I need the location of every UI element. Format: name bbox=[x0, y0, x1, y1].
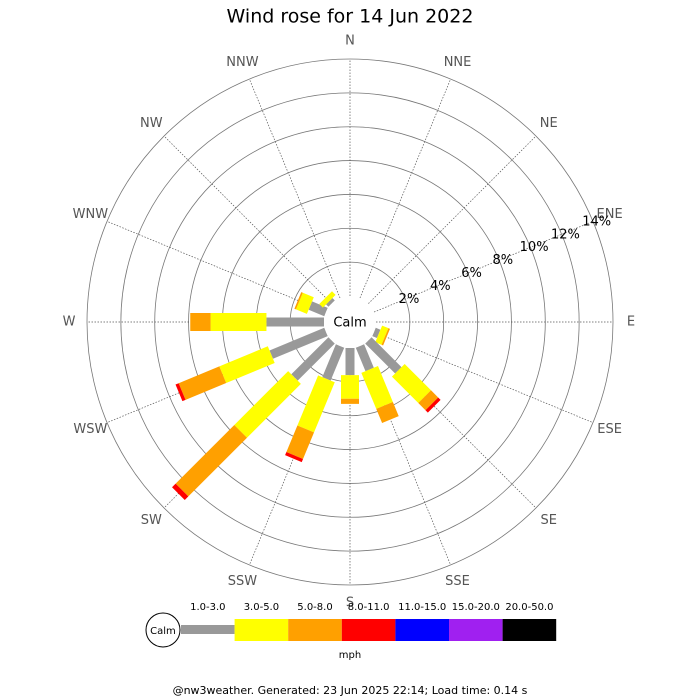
wind-segment bbox=[175, 383, 186, 402]
legend-label: 3.0-5.0 bbox=[244, 602, 279, 613]
ring-label: 6% bbox=[461, 266, 482, 281]
legend-calm-label: Calm bbox=[150, 626, 176, 637]
direction-label: NE bbox=[540, 116, 558, 131]
wind-segment bbox=[355, 344, 374, 372]
legend-swatch bbox=[234, 619, 289, 641]
direction-label: WNW bbox=[73, 207, 109, 222]
wind-segment bbox=[365, 337, 402, 374]
direction-label: ESE bbox=[597, 422, 622, 437]
direction-label: WSW bbox=[73, 422, 107, 437]
wind-segment bbox=[285, 452, 304, 463]
legend-swatch bbox=[181, 625, 235, 634]
ring-label: 12% bbox=[551, 227, 580, 242]
wind-segment bbox=[291, 337, 335, 381]
direction-label: S bbox=[346, 596, 354, 611]
legend-label: 5.0-8.0 bbox=[297, 602, 332, 613]
wind-segment bbox=[219, 346, 275, 384]
direction-label: N bbox=[345, 34, 355, 49]
legend-calm bbox=[145, 612, 181, 648]
ring bbox=[86, 58, 614, 586]
wind-segment bbox=[376, 402, 399, 423]
wind-segment bbox=[391, 363, 432, 404]
wind-segment bbox=[326, 298, 335, 307]
direction-label: NNW bbox=[226, 55, 258, 70]
legend-swatch bbox=[449, 619, 503, 641]
direction-label: W bbox=[63, 315, 76, 330]
wind-segment bbox=[286, 425, 315, 459]
direction-label: NW bbox=[140, 116, 163, 131]
wind-segment bbox=[418, 390, 439, 411]
wind-segment bbox=[234, 371, 301, 438]
chart-title: Wind rose for 14 Jun 2022 bbox=[227, 6, 474, 28]
ring bbox=[120, 92, 580, 552]
wind-segment bbox=[375, 325, 389, 345]
ring-label: 14% bbox=[582, 214, 611, 229]
legend-label: 11.0-15.0 bbox=[398, 602, 446, 613]
direction-label: SW bbox=[141, 513, 162, 528]
wind-segment bbox=[361, 366, 393, 409]
ring-label: 10% bbox=[520, 240, 549, 255]
legend-label: 1.0-3.0 bbox=[190, 602, 225, 613]
direction-label: NNE bbox=[444, 55, 472, 70]
wind-segment bbox=[269, 327, 328, 359]
legend-swatch bbox=[502, 619, 557, 641]
legend-label: 20.0-50.0 bbox=[505, 602, 553, 613]
spoke bbox=[373, 331, 594, 423]
wind-segment bbox=[381, 328, 390, 346]
direction-label: SSW bbox=[228, 574, 258, 589]
calm-label: Calm bbox=[333, 316, 366, 331]
direction-label: SSE bbox=[445, 574, 470, 589]
direction-label: E bbox=[627, 315, 635, 330]
legend-swatch bbox=[341, 619, 396, 641]
spoke bbox=[368, 135, 537, 304]
direction-label: ENE bbox=[597, 207, 623, 222]
ring-label: 2% bbox=[399, 292, 420, 307]
legend-label: 15.0-20.0 bbox=[452, 602, 500, 613]
calm-circle bbox=[324, 296, 376, 348]
legend-swatch bbox=[288, 619, 342, 641]
ring-label: 4% bbox=[430, 279, 451, 294]
legend-unit: mph bbox=[339, 650, 361, 661]
direction-label: SE bbox=[540, 513, 556, 528]
ring-label: 8% bbox=[493, 253, 514, 268]
spoke bbox=[106, 221, 327, 313]
wind-segment bbox=[295, 292, 314, 314]
wind-segment bbox=[319, 291, 336, 308]
wind-segment bbox=[322, 344, 345, 381]
wind-segment bbox=[178, 366, 227, 400]
wind-segment bbox=[308, 301, 328, 317]
legend-label: 8.0-11.0 bbox=[348, 602, 390, 613]
footer: @nw3weather. Generated: 23 Jun 2025 22:1… bbox=[173, 684, 528, 697]
legend-swatch bbox=[395, 619, 449, 641]
wind-segment bbox=[175, 424, 248, 497]
spoke bbox=[359, 78, 451, 299]
wind-segment bbox=[425, 397, 441, 413]
wind-segment bbox=[172, 483, 189, 500]
wind-segment bbox=[372, 327, 381, 339]
spoke bbox=[373, 221, 594, 313]
spoke bbox=[249, 78, 341, 299]
spoke bbox=[163, 135, 332, 304]
wind-segment bbox=[297, 375, 335, 433]
wind-segment bbox=[294, 292, 303, 310]
